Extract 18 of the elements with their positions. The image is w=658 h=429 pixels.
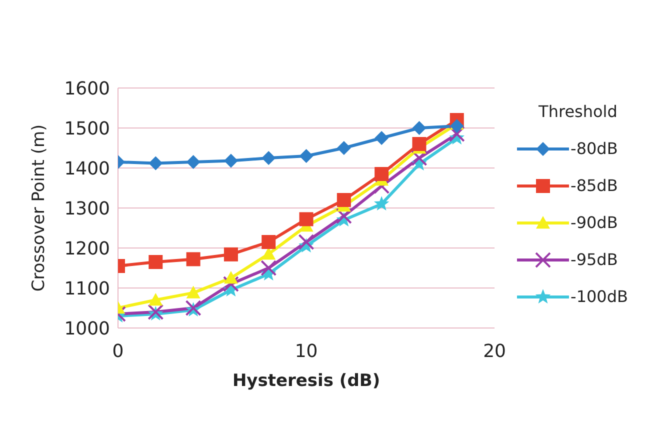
legend-label: -90dB <box>570 213 618 232</box>
y-tick-label: 1300 <box>64 198 110 220</box>
legend-label: -95dB <box>570 250 618 269</box>
legend-title: Threshold <box>538 102 618 121</box>
y-tick-label: 1100 <box>64 278 110 300</box>
y-tick-label: 1600 <box>64 78 110 100</box>
legend-label: -80dB <box>570 139 618 158</box>
y-axis-title: Crossover Point (m) <box>29 124 50 292</box>
x-tick-label: 10 <box>294 340 318 362</box>
y-tick-label: 1500 <box>64 118 110 140</box>
x-tick-label: 20 <box>483 340 506 362</box>
legend-label: -100dB <box>570 287 628 306</box>
y-tick-label: 1200 <box>64 238 110 260</box>
y-tick-label: 1400 <box>64 158 110 180</box>
x-tick-label: 0 <box>112 340 124 362</box>
y-tick-label: 1000 <box>64 318 110 340</box>
legend-label: -85dB <box>570 176 618 195</box>
x-axis-title: Hysteresis (dB) <box>232 371 380 391</box>
